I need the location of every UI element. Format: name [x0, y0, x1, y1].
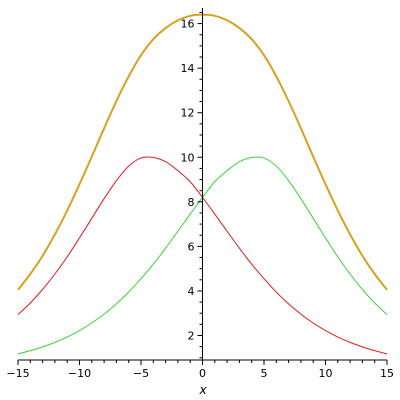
y-tick-label: 14 [181, 62, 195, 75]
x-tick-label: 15 [380, 367, 394, 380]
y-tick-label: 2 [188, 329, 195, 342]
y-ticks: 2 4 6 8 10 12 14 16 [181, 11, 203, 359]
x-tick-label: 10 [319, 367, 333, 380]
y-tick-label: 6 [188, 240, 195, 253]
x-tick-label: 5 [261, 367, 268, 380]
x-tick-label: 0 [199, 367, 206, 380]
y-tick-label: 10 [181, 151, 195, 164]
x-ticks: −15 −10 −5 0 5 10 15 [6, 360, 394, 380]
x-tick-label: −10 [68, 367, 91, 380]
y-tick-label: 4 [188, 285, 195, 298]
x-axis-label: x [198, 383, 207, 397]
y-tick-label: 12 [181, 107, 195, 120]
y-tick-label: 16 [181, 18, 195, 31]
x-tick-label: −15 [6, 367, 29, 380]
y-tick-label: 8 [188, 196, 195, 209]
x-tick-label: −5 [133, 367, 149, 380]
axes-layer: −15 −10 −5 0 5 10 15 2 4 6 8 10 12 14 16 [6, 8, 394, 380]
